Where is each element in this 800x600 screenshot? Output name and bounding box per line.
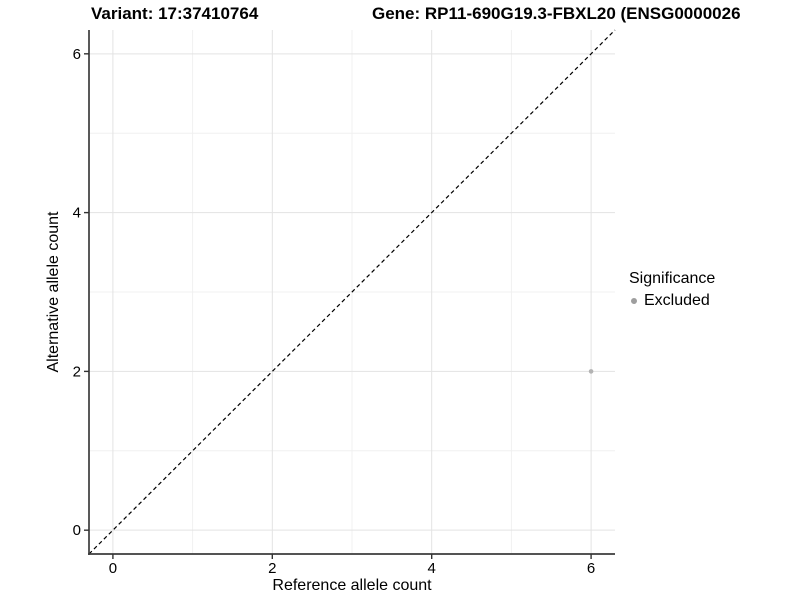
data-point — [588, 369, 594, 374]
y-tick-label: 0 — [73, 522, 81, 539]
y-tick-label: 4 — [73, 205, 81, 222]
identity-dashed-line — [88, 29, 616, 555]
x-tick-label: 4 — [428, 560, 436, 577]
x-tick-label: 0 — [109, 560, 117, 577]
x-tick-label: 6 — [587, 560, 595, 577]
y-tick-label: 2 — [73, 363, 81, 380]
gene-title: Gene: RP11-690G19.3-FBXL20 (ENSG0000026 — [372, 4, 741, 23]
excluded-point-icon — [631, 298, 637, 304]
x-tick-label: 2 — [268, 560, 276, 577]
legend-title: Significance — [629, 270, 716, 287]
x-axis-title: Reference allele count — [272, 577, 432, 594]
y-axis-title: Alternative allele count — [45, 211, 62, 373]
variant-title: Variant: 17:37410764 — [91, 4, 259, 23]
legend-item-label: Excluded — [644, 292, 710, 309]
legend: Significance Excluded — [629, 270, 715, 310]
legend-item-excluded: Excluded — [629, 292, 715, 310]
y-tick-label: 6 — [73, 46, 81, 63]
